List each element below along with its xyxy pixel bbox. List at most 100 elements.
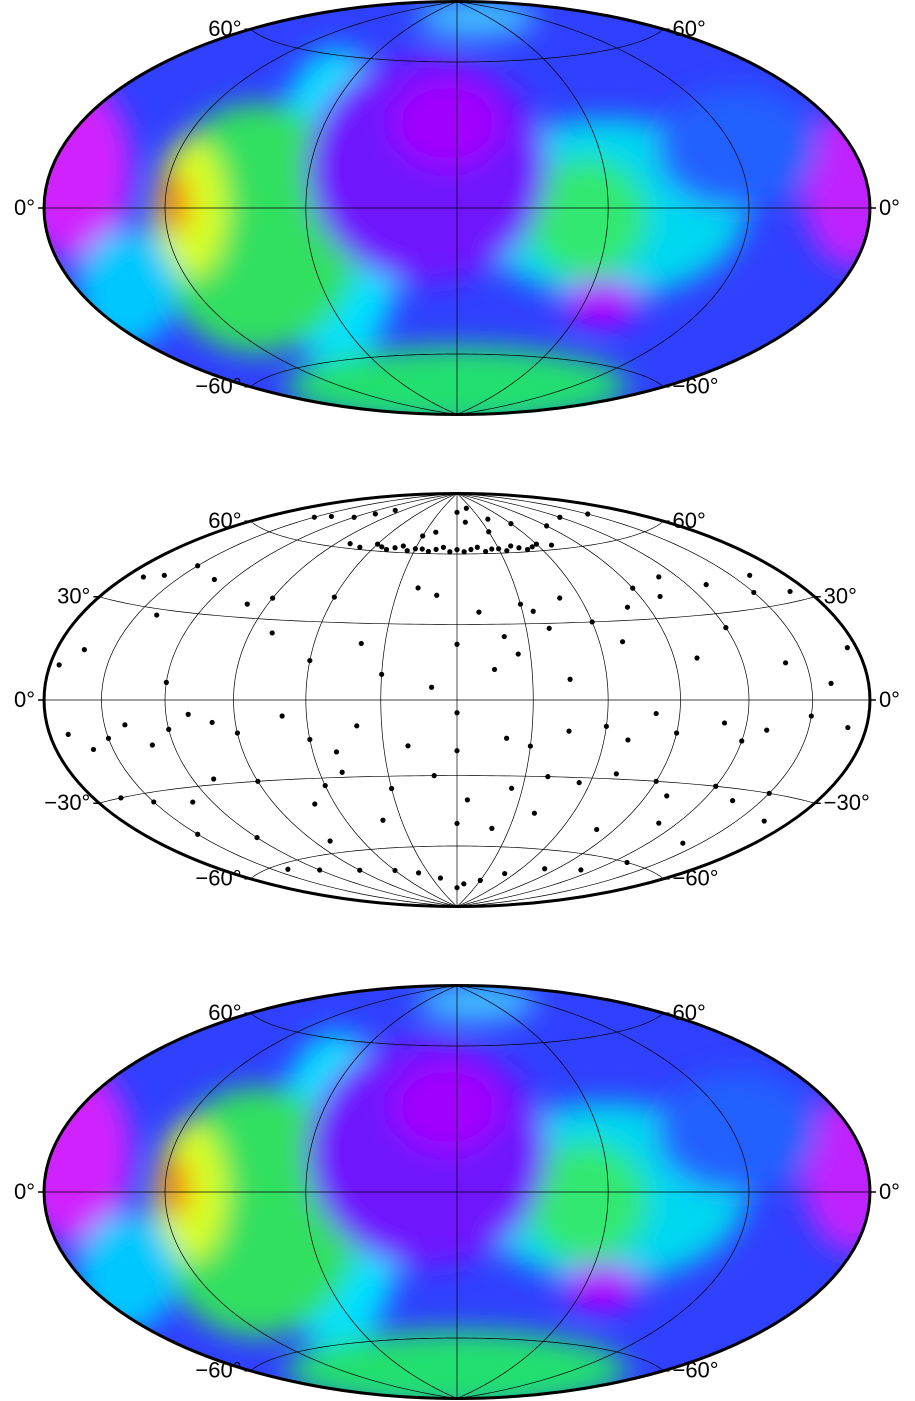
data-point bbox=[419, 546, 425, 552]
data-point bbox=[151, 799, 157, 805]
data-point bbox=[729, 797, 736, 804]
data-point bbox=[195, 563, 201, 569]
data-point bbox=[379, 671, 385, 677]
data-point bbox=[354, 723, 360, 729]
data-point bbox=[533, 541, 540, 547]
data-point bbox=[307, 736, 313, 743]
map-boundary bbox=[42, 492, 872, 908]
data-point bbox=[578, 867, 584, 873]
data-point bbox=[625, 737, 631, 743]
data-point bbox=[844, 645, 850, 651]
data-point bbox=[454, 547, 460, 553]
data-point bbox=[548, 542, 555, 548]
data-point bbox=[566, 728, 572, 734]
data-point bbox=[454, 748, 460, 754]
parallel bbox=[99, 596, 815, 625]
map-panel: 60° 60°0° 0°−60° −60° bbox=[14, 0, 900, 416]
data-point bbox=[154, 612, 160, 618]
data-point bbox=[392, 507, 398, 513]
data-point bbox=[440, 544, 447, 550]
data-point bbox=[491, 666, 498, 673]
data-point bbox=[327, 838, 333, 844]
data-point bbox=[656, 820, 662, 826]
data-point bbox=[420, 533, 426, 539]
data-point bbox=[211, 776, 217, 782]
data-point bbox=[751, 589, 757, 596]
data-point bbox=[285, 866, 291, 872]
data-point bbox=[122, 722, 128, 728]
data-point bbox=[653, 778, 659, 784]
data-point bbox=[400, 543, 406, 549]
data-point bbox=[463, 505, 469, 511]
data-point bbox=[328, 513, 335, 520]
data-point bbox=[270, 595, 276, 601]
data-point bbox=[357, 867, 363, 873]
data-point bbox=[545, 774, 551, 780]
data-point bbox=[542, 866, 548, 872]
data-point bbox=[311, 514, 317, 520]
data-point bbox=[383, 546, 390, 553]
data-point bbox=[489, 825, 495, 831]
data-point bbox=[140, 574, 147, 580]
data-point bbox=[613, 771, 619, 777]
data-point bbox=[433, 529, 439, 535]
data-point bbox=[524, 546, 531, 553]
data-point bbox=[619, 639, 626, 645]
data-point bbox=[434, 592, 440, 598]
map-panel: 60° 60°0° 0°−60° −60° bbox=[14, 984, 900, 1400]
data-point bbox=[317, 867, 323, 873]
data-point bbox=[496, 546, 502, 552]
data-point bbox=[516, 545, 522, 551]
data-point bbox=[530, 608, 536, 614]
data-point bbox=[557, 595, 563, 601]
data-point bbox=[358, 640, 364, 647]
data-point bbox=[244, 601, 250, 607]
data-point bbox=[279, 713, 285, 719]
data-point bbox=[312, 801, 318, 807]
data-point bbox=[161, 572, 167, 578]
data-point bbox=[546, 625, 552, 631]
data-point bbox=[739, 738, 745, 744]
data-point bbox=[489, 546, 495, 552]
data-point bbox=[594, 826, 600, 833]
data-point bbox=[585, 511, 591, 517]
data-point bbox=[374, 541, 381, 547]
data-point bbox=[721, 720, 728, 726]
data-point bbox=[454, 509, 460, 515]
data-point bbox=[567, 676, 573, 682]
data-point bbox=[464, 797, 470, 803]
parallel bbox=[250, 353, 664, 388]
map-boundary bbox=[42, 0, 872, 416]
data-point bbox=[209, 719, 215, 726]
data-point bbox=[454, 710, 460, 716]
data-point bbox=[454, 641, 460, 647]
data-point bbox=[544, 523, 550, 529]
data-point bbox=[255, 778, 261, 784]
data-point bbox=[630, 585, 636, 591]
parallel bbox=[250, 1012, 664, 1047]
data-point bbox=[90, 746, 97, 753]
data-point bbox=[673, 730, 680, 736]
data-point bbox=[764, 727, 770, 733]
data-point bbox=[782, 660, 789, 666]
lat-label: 0° bbox=[14, 1179, 35, 1204]
data-point bbox=[437, 875, 444, 881]
maps: 60° 60°0° 0°−60° −60°60° 60°30° 30°0° 0°−30° −3… bbox=[14, 0, 900, 1400]
data-point bbox=[747, 572, 753, 578]
data-point bbox=[333, 749, 340, 755]
data-point bbox=[351, 514, 357, 520]
data-point bbox=[454, 885, 460, 891]
data-point bbox=[502, 870, 508, 877]
data-point bbox=[431, 773, 437, 779]
data-point bbox=[190, 799, 196, 805]
data-point bbox=[433, 546, 439, 553]
data-point bbox=[461, 881, 467, 887]
data-point bbox=[347, 541, 353, 547]
data-point bbox=[339, 769, 345, 775]
parallel bbox=[250, 845, 664, 880]
lat-label: −30° bbox=[824, 790, 870, 815]
parallel bbox=[250, 1337, 664, 1372]
data-point bbox=[461, 549, 467, 555]
lat-label: 0° bbox=[879, 1179, 900, 1204]
data-point bbox=[576, 780, 582, 786]
